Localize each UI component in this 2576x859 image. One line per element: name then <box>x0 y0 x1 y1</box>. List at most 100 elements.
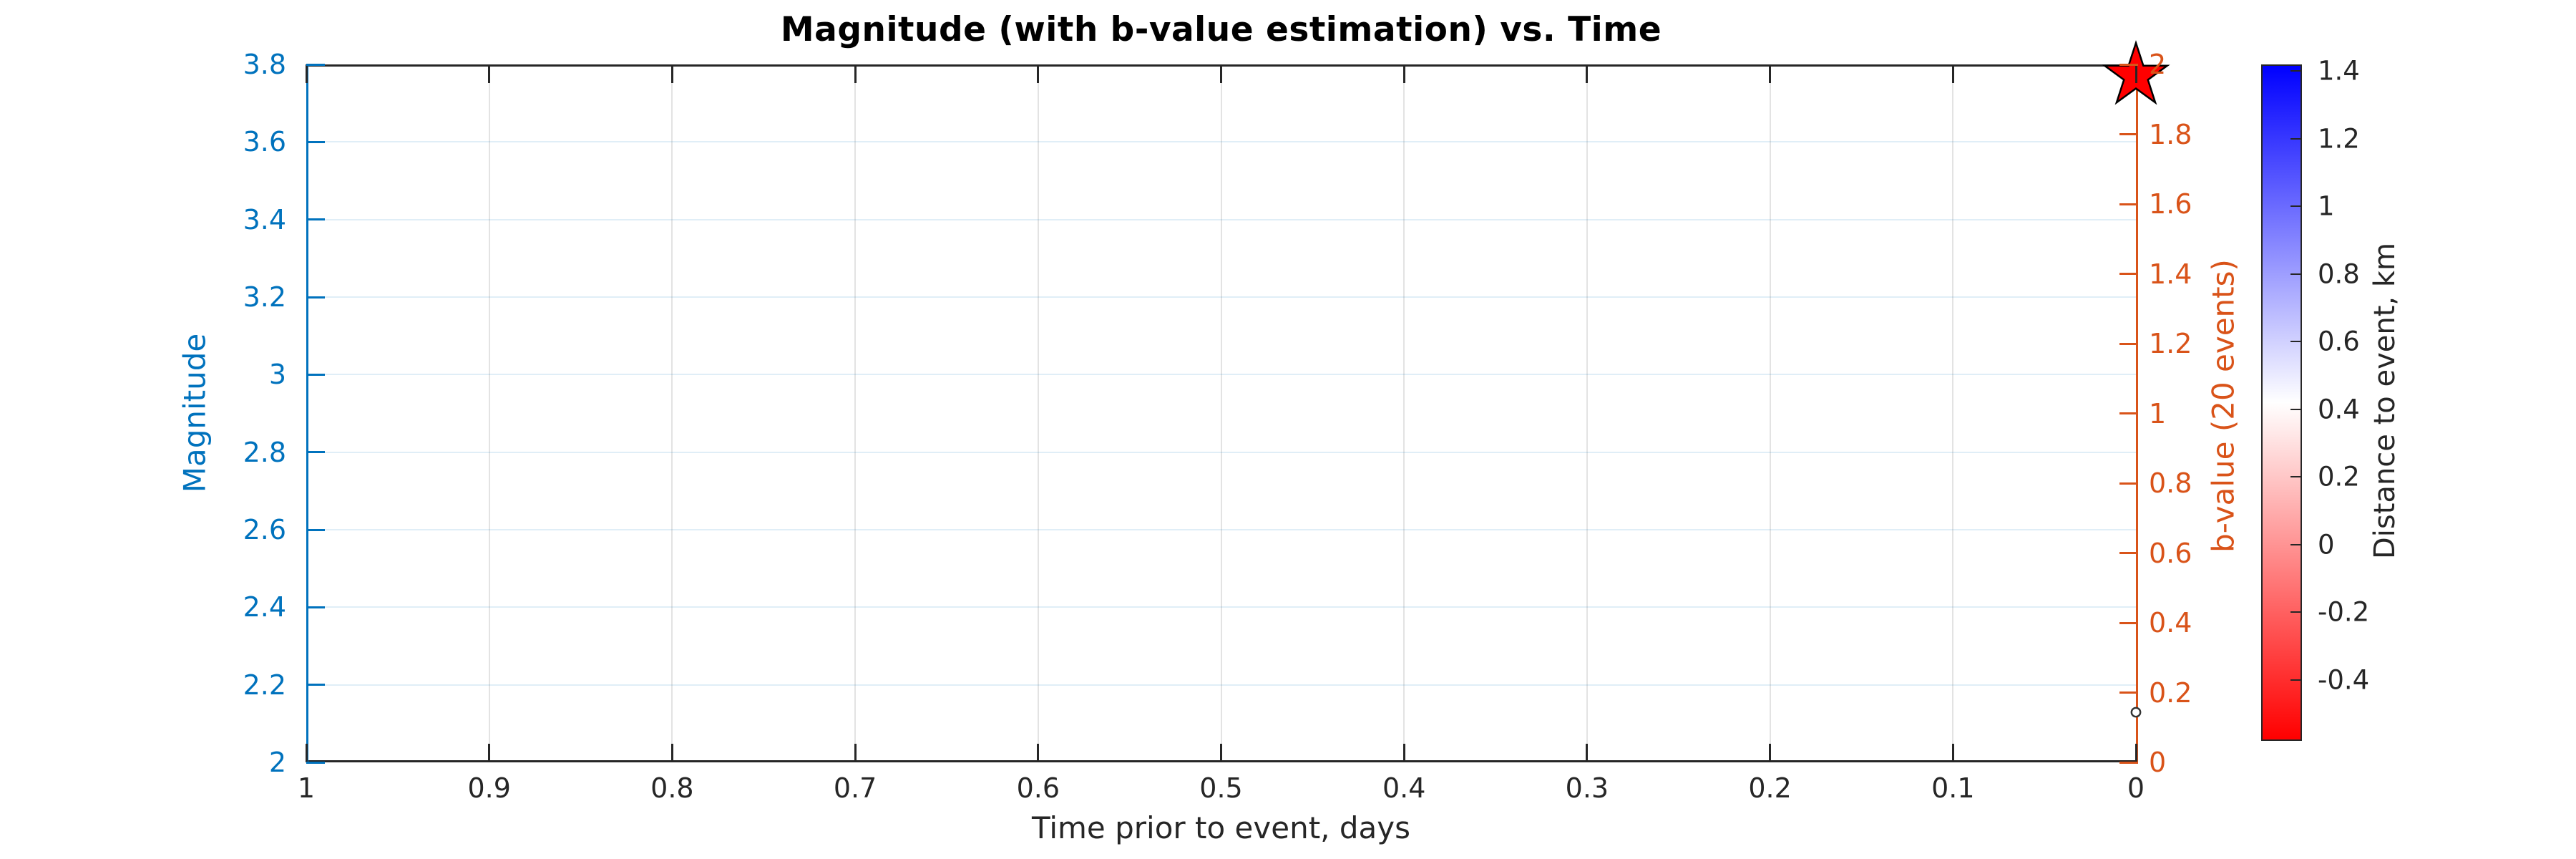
plot-top-spine <box>306 64 2138 67</box>
right-tick-label: 1.2 <box>2149 328 2192 359</box>
left-tick-mark <box>306 218 325 221</box>
left-tick-mark <box>306 684 325 686</box>
left-tick-mark <box>306 296 325 299</box>
right-axis-label: b-value (20 events) <box>2205 259 2241 553</box>
left-tick-label: 2.2 <box>243 669 286 701</box>
y-gridline <box>306 374 2136 376</box>
x-tick-label: 0 <box>2127 772 2145 804</box>
x-gridline <box>671 64 673 762</box>
plot-bottom-spine <box>306 760 2138 762</box>
colorbar-tick-label: -0.4 <box>2318 664 2370 696</box>
right-tick-label: 0.2 <box>2149 676 2192 709</box>
left-tick-label: 2.4 <box>243 591 286 623</box>
right-tick-label: 1.6 <box>2149 188 2192 220</box>
x-gridline <box>854 64 857 762</box>
x-tick-label: 0.8 <box>650 772 694 804</box>
colorbar-tick-label: 1.2 <box>2318 123 2360 155</box>
right-tick-mark <box>2119 482 2138 485</box>
right-tick-mark <box>2119 761 2138 764</box>
x-tick-label: 0.7 <box>833 772 877 804</box>
x-tick-mark <box>1586 744 1589 762</box>
circle-icon <box>2130 707 2142 717</box>
colorbar-tick-label: 0.4 <box>2318 394 2360 425</box>
colorbar-tick-mark <box>2290 137 2302 140</box>
colorbar-tick-label: 0 <box>2318 529 2335 560</box>
x-tick-label: 0.3 <box>1565 772 1609 804</box>
x-tick-mark-top <box>1402 64 1405 83</box>
colorbar-tick-mark <box>2290 341 2302 343</box>
x-tick-mark <box>2135 744 2137 762</box>
left-tick-label: 3 <box>268 359 286 391</box>
left-tick-label: 3.2 <box>243 281 286 313</box>
x-axis-label: Time prior to event, days <box>1031 810 1411 845</box>
x-gridline <box>1037 64 1039 762</box>
left-tick-label: 2.6 <box>243 514 286 545</box>
x-tick-label: 0.1 <box>1931 772 1975 804</box>
y-gridline <box>306 218 2136 220</box>
x-tick-mark-top <box>1769 64 1772 83</box>
x-tick-label: 1 <box>297 772 316 804</box>
x-tick-mark-top <box>1951 64 1954 83</box>
colorbar-tick-mark <box>2290 273 2302 275</box>
x-gridline <box>1403 64 1405 762</box>
x-tick-mark-top <box>1586 64 1589 83</box>
x-tick-label: 0.9 <box>467 772 511 804</box>
left-tick-label: 2 <box>268 747 286 778</box>
left-tick-label: 3.6 <box>243 126 286 158</box>
y-gridline <box>306 529 2136 530</box>
x-tick-label: 0.6 <box>1016 772 1060 804</box>
event-circle-marker <box>2130 707 2142 717</box>
y-gridline <box>306 451 2136 453</box>
right-tick-mark <box>2119 691 2138 694</box>
colorbar-tick-label: 0.8 <box>2318 258 2360 290</box>
colorbar-tick-mark <box>2290 476 2302 478</box>
right-tick-label: 0 <box>2149 747 2167 778</box>
colorbar-tick-label: 0.6 <box>2318 326 2360 357</box>
x-tick-mark <box>1220 744 1222 762</box>
left-axis-label: Magnitude <box>177 333 213 493</box>
x-tick-mark <box>1402 744 1405 762</box>
x-tick-mark-top <box>854 64 857 83</box>
x-tick-mark-top <box>1220 64 1222 83</box>
right-tick-mark <box>2119 63 2138 66</box>
x-tick-mark <box>1951 744 1954 762</box>
colorbar-tick-mark <box>2290 408 2302 410</box>
colorbar-label: Distance to event, km <box>2368 243 2401 559</box>
left-tick-label: 3.8 <box>243 49 286 80</box>
left-tick-mark <box>306 63 325 66</box>
x-tick-mark <box>854 744 857 762</box>
x-tick-mark-top <box>305 64 308 83</box>
x-tick-mark <box>488 744 491 762</box>
y-gridline <box>306 684 2136 686</box>
x-gridline <box>1586 64 1588 762</box>
left-tick-mark <box>306 140 325 143</box>
x-tick-mark-top <box>2135 64 2137 83</box>
right-tick-label: 0.4 <box>2149 607 2192 639</box>
right-tick-label: 0.6 <box>2149 537 2192 569</box>
x-tick-mark-top <box>670 64 673 83</box>
left-tick-mark <box>306 451 325 454</box>
right-tick-mark <box>2119 621 2138 624</box>
y-gridline <box>306 606 2136 608</box>
x-tick-mark <box>670 744 673 762</box>
plot-left-spine <box>306 64 308 762</box>
colorbar-tick-mark <box>2290 679 2302 681</box>
x-tick-mark <box>1037 744 1040 762</box>
x-gridline <box>1952 64 1954 762</box>
right-tick-mark <box>2119 342 2138 345</box>
right-tick-mark <box>2119 203 2138 205</box>
x-gridline <box>1769 64 1771 762</box>
x-gridline <box>488 64 490 762</box>
chart-title: Magnitude (with b-value estimation) vs. … <box>780 10 1662 49</box>
left-tick-mark <box>306 528 325 531</box>
left-tick-label: 3.4 <box>243 203 286 236</box>
x-tick-mark-top <box>1037 64 1040 83</box>
left-tick-mark <box>306 373 325 376</box>
left-tick-mark <box>306 761 325 764</box>
colorbar-tick-label: -0.2 <box>2318 596 2370 628</box>
right-tick-label: 1 <box>2149 397 2167 430</box>
colorbar-tick-mark <box>2290 543 2302 545</box>
x-tick-label: 0.4 <box>1382 772 1426 804</box>
right-tick-label: 1.4 <box>2149 258 2192 290</box>
